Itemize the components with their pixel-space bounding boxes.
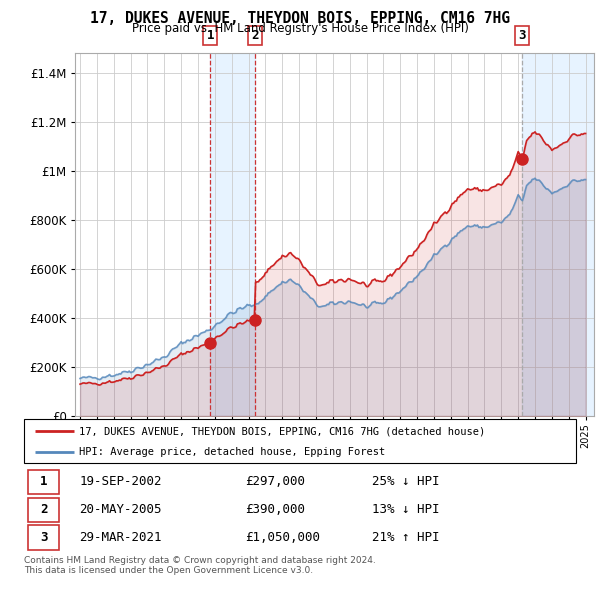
Text: 2: 2 bbox=[251, 29, 259, 42]
Text: 25% ↓ HPI: 25% ↓ HPI bbox=[372, 476, 439, 489]
Text: HPI: Average price, detached house, Epping Forest: HPI: Average price, detached house, Eppi… bbox=[79, 447, 385, 457]
Text: 1: 1 bbox=[40, 476, 47, 489]
Text: £390,000: £390,000 bbox=[245, 503, 305, 516]
Text: 17, DUKES AVENUE, THEYDON BOIS, EPPING, CM16 7HG (detached house): 17, DUKES AVENUE, THEYDON BOIS, EPPING, … bbox=[79, 427, 485, 436]
FancyBboxPatch shape bbox=[28, 470, 59, 494]
FancyBboxPatch shape bbox=[28, 497, 59, 522]
Bar bbox=[210, 53, 255, 416]
Text: 19-SEP-2002: 19-SEP-2002 bbox=[79, 476, 162, 489]
Text: 1: 1 bbox=[206, 29, 214, 42]
Text: Price paid vs. HM Land Registry's House Price Index (HPI): Price paid vs. HM Land Registry's House … bbox=[131, 22, 469, 35]
Text: 2: 2 bbox=[40, 503, 47, 516]
Text: £1,050,000: £1,050,000 bbox=[245, 531, 320, 544]
Text: £297,000: £297,000 bbox=[245, 476, 305, 489]
Text: 17, DUKES AVENUE, THEYDON BOIS, EPPING, CM16 7HG: 17, DUKES AVENUE, THEYDON BOIS, EPPING, … bbox=[90, 11, 510, 25]
Text: 20-MAY-2005: 20-MAY-2005 bbox=[79, 503, 162, 516]
Text: 21% ↑ HPI: 21% ↑ HPI bbox=[372, 531, 439, 544]
Text: 13% ↓ HPI: 13% ↓ HPI bbox=[372, 503, 439, 516]
FancyBboxPatch shape bbox=[28, 526, 59, 550]
Text: This data is licensed under the Open Government Licence v3.0.: This data is licensed under the Open Gov… bbox=[24, 566, 313, 575]
Text: 3: 3 bbox=[518, 29, 526, 42]
Bar bbox=[522, 53, 594, 416]
Text: Contains HM Land Registry data © Crown copyright and database right 2024.: Contains HM Land Registry data © Crown c… bbox=[24, 556, 376, 565]
Text: 29-MAR-2021: 29-MAR-2021 bbox=[79, 531, 162, 544]
Text: 3: 3 bbox=[40, 531, 47, 544]
FancyBboxPatch shape bbox=[24, 419, 576, 463]
